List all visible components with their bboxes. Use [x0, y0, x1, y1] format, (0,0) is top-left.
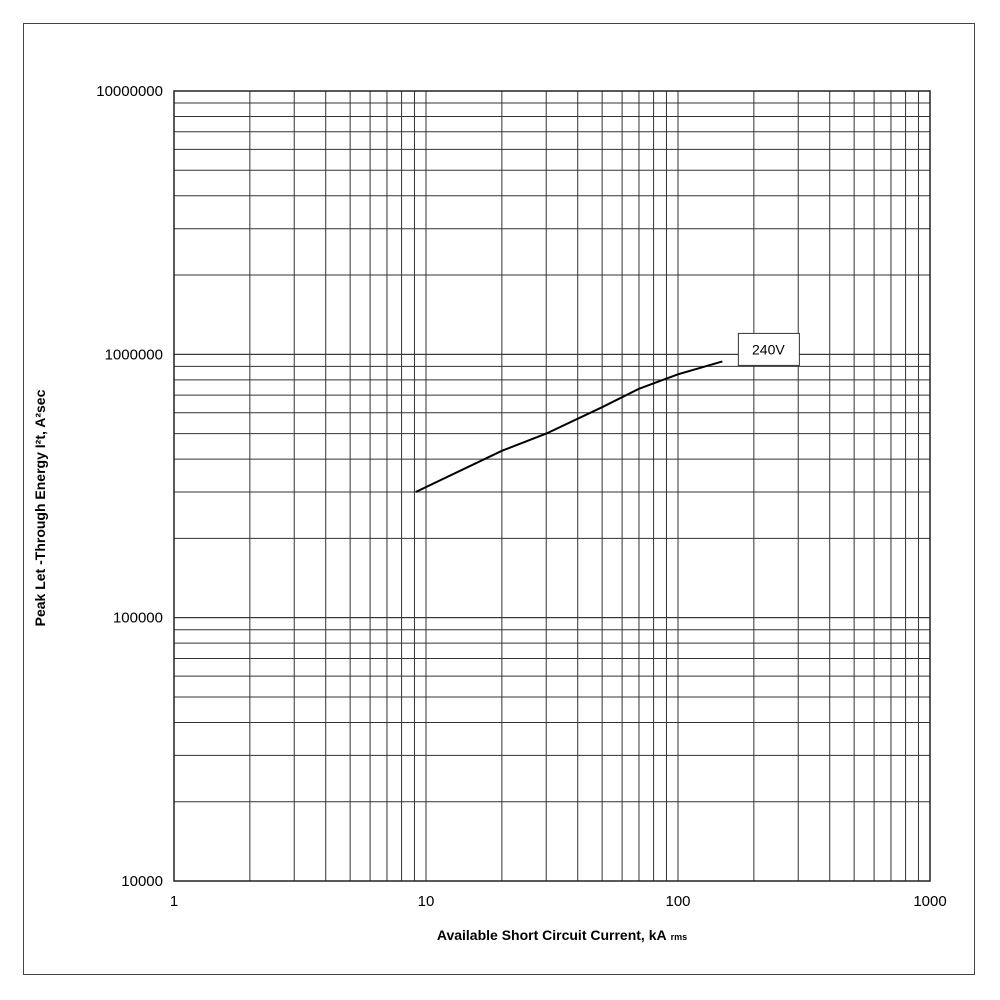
series-line	[415, 360, 723, 493]
x-axis-label: Available Short Circuit Current, kA rms	[437, 927, 687, 943]
chart-frame	[23, 23, 975, 975]
x-tick-label: 1000	[913, 893, 946, 910]
series-label-box	[737, 332, 800, 366]
x-tick-label: 100	[665, 893, 690, 910]
y-tick-label: 1000000	[105, 346, 163, 363]
y-tick-label: 10000	[121, 873, 163, 890]
x-tick-label: 1	[170, 893, 178, 910]
y-axis-label: Peak Let -Through Energy I²t, A²sec	[32, 389, 48, 626]
plot-area	[173, 90, 931, 882]
x-tick-label: 10	[418, 893, 435, 910]
series-label: 240V	[752, 341, 785, 357]
x-axis-label-main: Available Short Circuit Current, kA	[437, 927, 667, 943]
x-axis-label-subscript: rms	[671, 932, 688, 942]
y-tick-label: 100000	[113, 610, 163, 627]
y-tick-label: 10000000	[96, 83, 163, 100]
